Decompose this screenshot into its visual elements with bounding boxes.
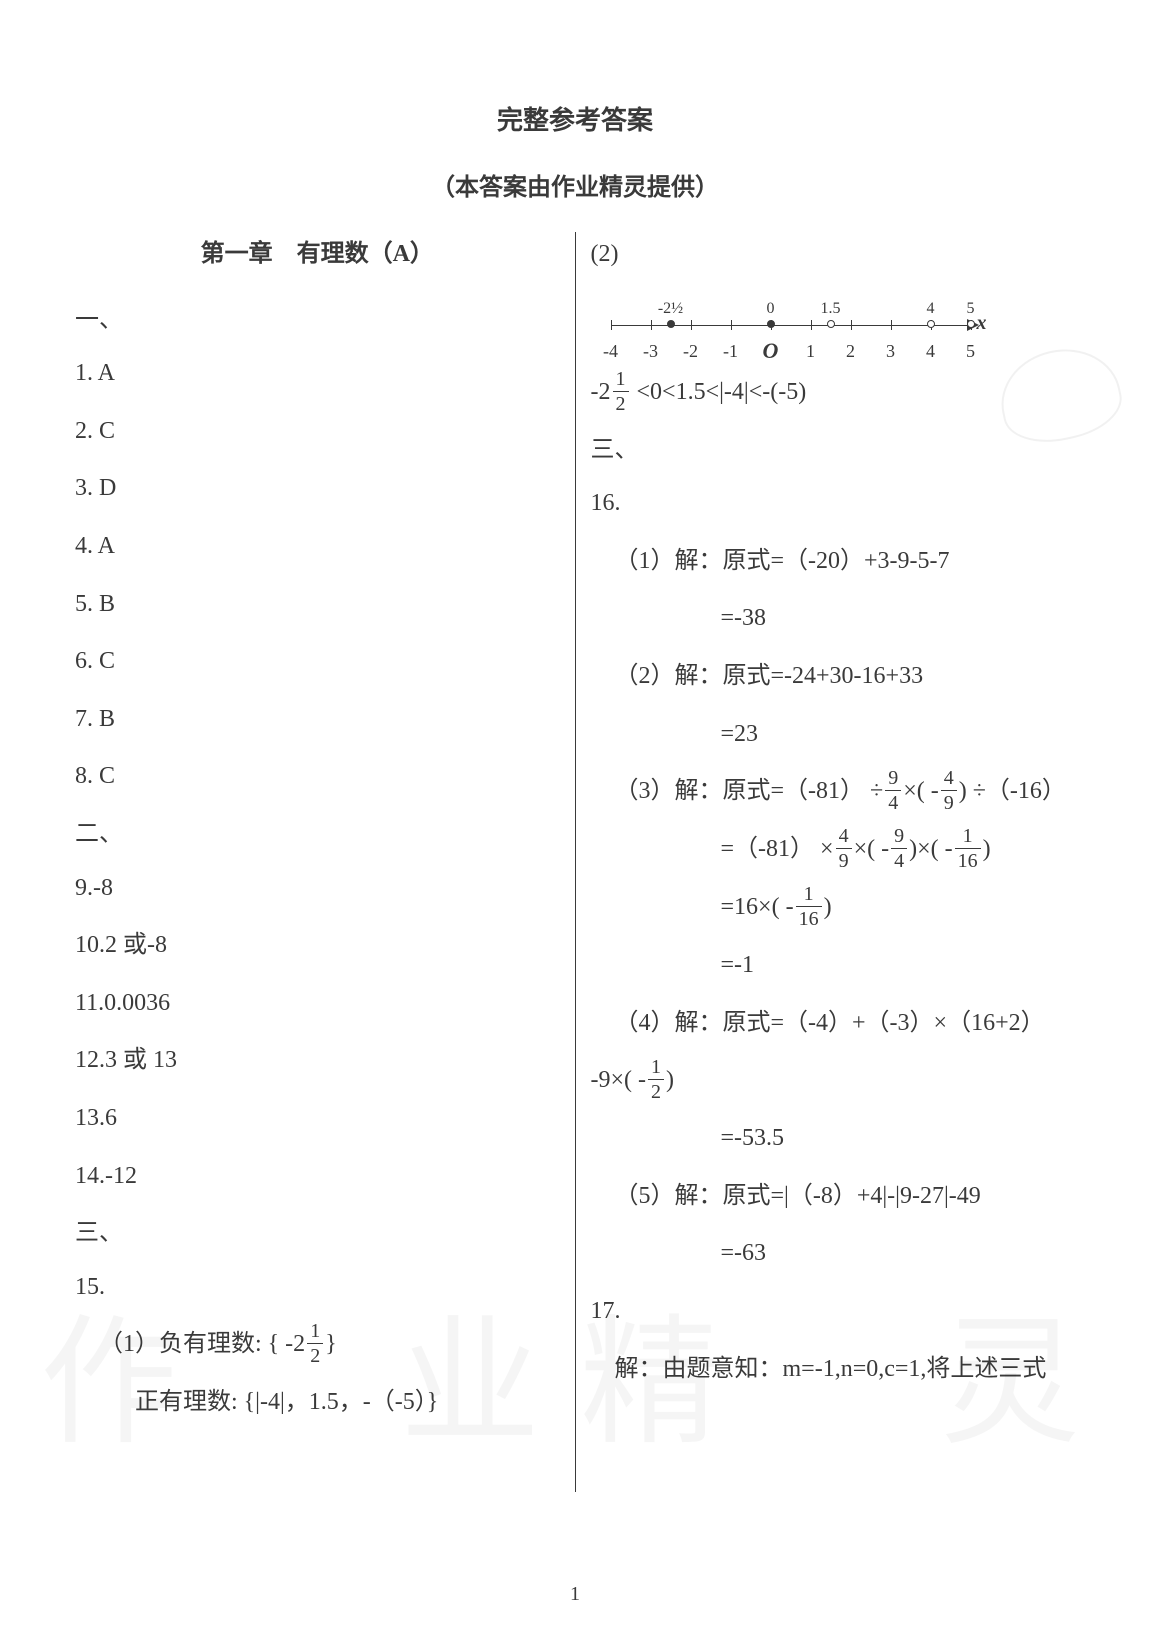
two-column-layout: 第一章 有理数（A） 一、 1. A 2. C 3. D 4. A 5. B 6…	[60, 232, 1090, 1492]
ineq-a: -2	[591, 379, 611, 405]
number-line: x-4-3-2-1O12345-2½01.545	[591, 290, 1011, 360]
s16-3a-post: ) ÷（-16）	[959, 778, 1066, 804]
chapter-title: 第一章 有理数（A）	[75, 232, 560, 278]
frac-9-4b: 94	[891, 826, 907, 871]
s16-3a-mid: ×( -	[903, 778, 939, 804]
s16-1a: （1）解：原式=（-20）+3-9-5-7	[591, 539, 1076, 585]
q14: 14.-12	[75, 1154, 560, 1200]
q17: 17.	[591, 1289, 1076, 1335]
s16-4b-pre: -9×( -	[591, 1067, 647, 1093]
s16-3a-pre: （3）解：原式=（-81） ÷	[615, 778, 884, 804]
q8: 8. C	[75, 754, 560, 800]
frac-4-9: 49	[941, 768, 957, 813]
q2: 2. C	[75, 409, 560, 455]
q5: 5. B	[75, 582, 560, 628]
s16-2a: （2）解：原式=-24+30-16+33	[591, 654, 1076, 700]
q1: 1. A	[75, 351, 560, 397]
q10: 10.2 或-8	[75, 923, 560, 969]
s16-3b: =（-81） ×49×( -94)×( -116)	[591, 827, 1076, 873]
frac-half-2: 12	[613, 369, 629, 414]
s16-4b-post: )	[666, 1067, 674, 1093]
frac-1-16: 116	[955, 826, 981, 871]
s16-2b: =23	[591, 712, 1076, 758]
s16-3a: （3）解：原式=（-81） ÷94×( -49) ÷（-16）	[591, 769, 1076, 815]
s16-5b: =-63	[591, 1231, 1076, 1277]
s16-3b-post: )	[983, 836, 991, 862]
frac-1-16b: 116	[796, 884, 822, 929]
frac-half-3: 12	[648, 1057, 664, 1102]
s17: 解：由题意知：m=-1,n=0,c=1,将上述三式	[591, 1347, 1076, 1393]
s16-5a: （5）解：原式=|（-8）+4|-|9-27|-49	[591, 1174, 1076, 1220]
q15-2: (2)	[591, 232, 1076, 278]
s16-4a: （4）解：原式=（-4）+（-3）×（16+2）	[591, 1001, 1076, 1047]
section-1-marker: 一、	[75, 298, 560, 344]
page-subtitle: （本答案由作业精灵提供）	[60, 167, 1090, 202]
s16-3b-m1: ×( -	[854, 836, 890, 862]
q6: 6. C	[75, 639, 560, 685]
q15: 15.	[75, 1265, 560, 1311]
s16-3b-m2: )×( -	[909, 836, 953, 862]
left-column: 第一章 有理数（A） 一、 1. A 2. C 3. D 4. A 5. B 6…	[60, 232, 576, 1492]
frac-4-9b: 49	[836, 826, 852, 871]
s16-3c: =16×( -116)	[591, 885, 1076, 931]
q3: 3. D	[75, 466, 560, 512]
q7: 7. B	[75, 697, 560, 743]
s16-3c-post: )	[824, 894, 832, 920]
q9: 9.-8	[75, 866, 560, 912]
page-number: 1	[570, 1583, 580, 1606]
s16-3c-pre: =16×( -	[721, 894, 794, 920]
q16: 16.	[591, 481, 1076, 527]
frac-half: 12	[307, 1321, 323, 1366]
section-3-marker-right: 三、	[591, 428, 1076, 474]
page-title: 完整参考答案	[60, 100, 1090, 137]
s16-3d: =-1	[591, 943, 1076, 989]
q11: 11.0.0036	[75, 981, 560, 1027]
frac-9-4: 94	[885, 768, 901, 813]
s16-1b: =-38	[591, 596, 1076, 642]
s16-4b: -9×( -12)	[591, 1058, 1076, 1104]
section-3-marker-left: 三、	[75, 1211, 560, 1257]
q15-1: （1）负有理数: { -212}	[75, 1322, 560, 1368]
q12: 12.3 或 13	[75, 1038, 560, 1084]
section-2-marker: 二、	[75, 812, 560, 858]
s16-4c: =-53.5	[591, 1116, 1076, 1162]
q13: 13.6	[75, 1096, 560, 1142]
q4: 4. A	[75, 524, 560, 570]
s16-3b-pre: =（-81） ×	[721, 836, 834, 862]
ineq-b: <0<1.5<|-4|<-(-5)	[631, 379, 807, 405]
q15-1-a: （1）负有理数: { -2	[99, 1331, 305, 1357]
q15-pos: 正有理数: {|-4|，1.5，-（-5）}	[75, 1380, 560, 1426]
q15-1-b: }	[325, 1331, 337, 1357]
